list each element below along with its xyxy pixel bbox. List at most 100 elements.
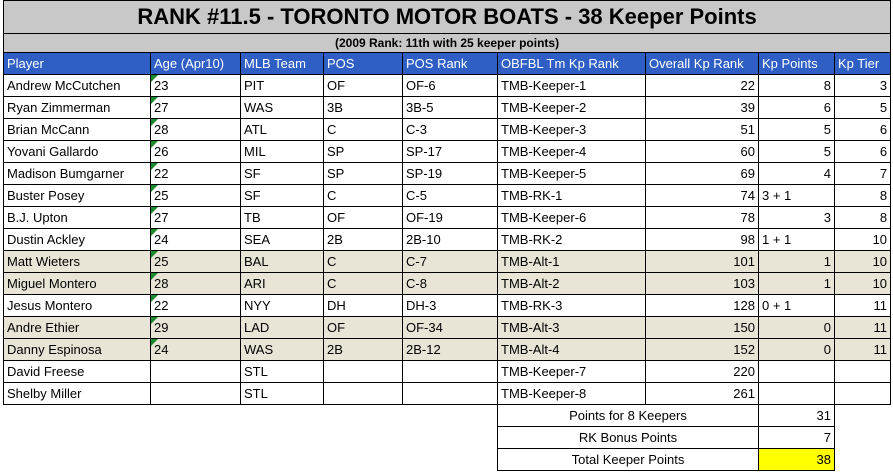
cell: 10 (833, 228, 892, 251)
cell (150, 382, 241, 405)
cell: WAS (240, 338, 324, 361)
player-row: Matt Wieters 25 BAL C C-7 TMB-Alt-1 101 1 10 (3, 250, 892, 273)
summary-value: 7 (758, 426, 835, 449)
cell: Ryan Zimmerman (3, 96, 151, 119)
cell: TMB-Keeper-6 (497, 206, 646, 229)
cell: OF-6 (402, 74, 498, 97)
player-row: Miguel Montero 28 ARI C C-8 TMB-Alt-2 103 1 10 (3, 272, 892, 295)
cell: Brian McCann (3, 118, 151, 141)
cell: 2B (323, 228, 403, 251)
cell: TMB-Keeper-2 (497, 96, 646, 119)
blank (835, 449, 891, 471)
cell: Danny Espinosa (3, 338, 151, 361)
cell: ARI (240, 272, 324, 295)
column-header: Kp Tier (833, 52, 892, 75)
cell: 2B-10 (402, 228, 498, 251)
cell: 128 (645, 294, 759, 317)
cell: 5 (758, 118, 835, 141)
cell: TMB-Keeper-1 (497, 74, 646, 97)
cell: Matt Wieters (3, 250, 151, 273)
cell: 22 (645, 74, 759, 97)
cell: 6 (833, 118, 892, 141)
blank (835, 405, 891, 427)
subtitle: (2009 Rank: 11th with 25 keeper points) (2, 33, 892, 53)
cell: OF (323, 74, 403, 97)
cell: Madison Bumgarner (3, 162, 151, 185)
column-header: POS Rank (402, 52, 498, 75)
summary-value: 31 (758, 404, 835, 427)
cell: OF (323, 316, 403, 339)
cell: OF-19 (402, 206, 498, 229)
cell: STL (240, 360, 324, 383)
cell: 1 + 1 (758, 228, 835, 251)
cell: OF-34 (402, 316, 498, 339)
cell: C (323, 118, 403, 141)
cell (402, 360, 498, 383)
cell: WAS (240, 96, 324, 119)
column-header: MLB Team (240, 52, 324, 75)
cell: 1 (758, 272, 835, 295)
cell: 3B-5 (402, 96, 498, 119)
blank (835, 427, 891, 449)
cell (323, 360, 403, 383)
cell: TMB-RK-2 (497, 228, 646, 251)
cell: 0 + 1 (758, 294, 835, 317)
summary-value: 38 (758, 448, 835, 471)
cell: 4 (758, 162, 835, 185)
cell: TMB-Alt-1 (497, 250, 646, 273)
cell: MIL (240, 140, 324, 163)
cell: 28 (150, 272, 241, 295)
cell: SP-19 (402, 162, 498, 185)
summary-row: Total Keeper Points 38 (4, 448, 891, 471)
cell: 10 (833, 272, 892, 295)
cell: TMB-Alt-2 (497, 272, 646, 295)
column-header: POS (323, 52, 403, 75)
cell: C (323, 250, 403, 273)
summary-label: Total Keeper Points (497, 448, 759, 471)
cell: 39 (645, 96, 759, 119)
player-row: Andre Ethier 29 LAD OF OF-34 TMB-Alt-3 150 0 11 (3, 316, 892, 339)
cell: 23 (150, 74, 241, 97)
cell: SP (323, 140, 403, 163)
title: RANK #11.5 - TORONTO MOTOR BOATS - 38 Ke… (2, 0, 892, 34)
cell: Miguel Montero (3, 272, 151, 295)
cell: C (323, 184, 403, 207)
cell (833, 382, 892, 405)
blank (4, 427, 498, 449)
cell: C (323, 272, 403, 295)
cell: C-7 (402, 250, 498, 273)
cell: 2B (323, 338, 403, 361)
cell: TMB-Keeper-5 (497, 162, 646, 185)
cell: 1 (758, 250, 835, 273)
cell: 220 (645, 360, 759, 383)
cell: Shelby Miller (3, 382, 151, 405)
cell: Yovani Gallardo (3, 140, 151, 163)
cell: LAD (240, 316, 324, 339)
blank (4, 405, 498, 427)
cell: 6 (758, 96, 835, 119)
cell: TMB-Alt-4 (497, 338, 646, 361)
cell: 11 (833, 316, 892, 339)
cell: 78 (645, 206, 759, 229)
cell: OF (323, 206, 403, 229)
column-header: Overall Kp Rank (645, 52, 759, 75)
cell: C-3 (402, 118, 498, 141)
cell: DH (323, 294, 403, 317)
cell: 7 (833, 162, 892, 185)
cell: 8 (833, 184, 892, 207)
cell: 3 (758, 206, 835, 229)
cell: 5 (833, 96, 892, 119)
cell: TMB-RK-3 (497, 294, 646, 317)
cell: 11 (833, 294, 892, 317)
player-row: Dustin Ackley 24 SEA 2B 2B-10 TMB-RK-2 98 1 + 1… (3, 228, 892, 251)
summary-label: RK Bonus Points (497, 426, 759, 449)
cell (758, 360, 835, 383)
summary-label: Points for 8 Keepers (497, 404, 759, 427)
header-row: Player Age (Apr10) MLB Team POS POS Rank OBFB… (3, 52, 892, 75)
cell: NYY (240, 294, 324, 317)
cell: TMB-Keeper-4 (497, 140, 646, 163)
cell: PIT (240, 74, 324, 97)
